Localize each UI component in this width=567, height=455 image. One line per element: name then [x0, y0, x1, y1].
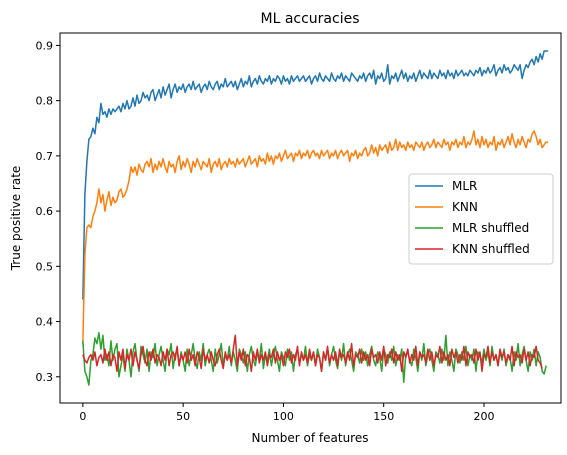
x-tick-label-1: 50 — [176, 410, 190, 423]
legend-label-1: KNN — [452, 200, 478, 214]
y-tick-label-5: 0.8 — [36, 95, 54, 108]
legend-box — [408, 173, 554, 265]
legend: MLR KNN MLR shuffled KNN shuffled — [408, 173, 554, 265]
x-axis-label: Number of features — [252, 431, 369, 445]
plot-frame — [59, 32, 562, 404]
legend-label-3: KNN shuffled — [452, 242, 530, 256]
x-tick-label-4: 200 — [473, 410, 494, 423]
legend-label-2: MLR shuffled — [452, 221, 529, 235]
y-tick-label-6: 0.9 — [36, 39, 54, 52]
y-tick-label-2: 0.5 — [36, 260, 54, 273]
chart-title: ML accuracies — [260, 11, 359, 27]
y-tick-label-4: 0.7 — [36, 150, 54, 163]
x-tick-label-0: 0 — [79, 410, 86, 423]
x-axis-ticks: 0 50 100 150 200 — [79, 403, 494, 423]
series-line-1 — [82, 130, 549, 344]
x-tick-label-2: 100 — [273, 410, 294, 423]
x-tick-label-3: 150 — [373, 410, 394, 423]
y-axis-ticks: 0.3 0.4 0.5 0.6 0.7 0.8 0.9 — [36, 39, 60, 384]
legend-label-0: MLR — [452, 179, 477, 193]
series-line-3 — [82, 334, 543, 372]
series-line-0 — [82, 50, 549, 300]
series-layer — [82, 50, 549, 386]
y-tick-label-0: 0.3 — [36, 371, 54, 384]
y-tick-label-3: 0.6 — [36, 205, 54, 218]
y-axis-label: True positive rate — [9, 166, 23, 272]
y-tick-label-1: 0.4 — [36, 316, 54, 329]
